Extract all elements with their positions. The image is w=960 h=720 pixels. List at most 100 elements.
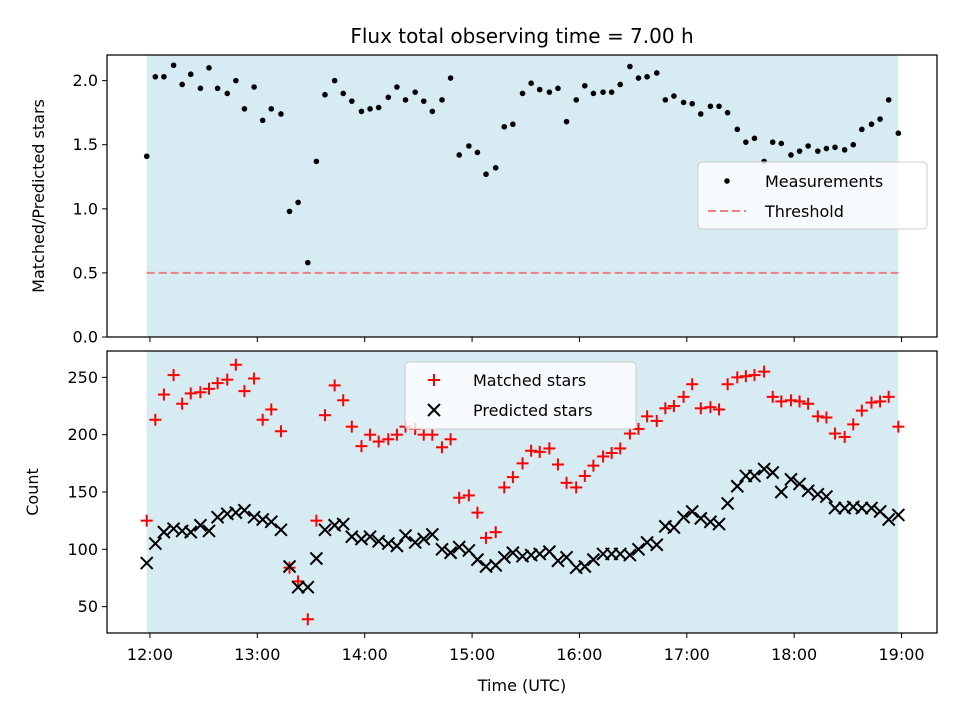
predicted-star-point (497, 550, 511, 565)
matched-star-point (301, 613, 314, 626)
matched-star-point (390, 428, 403, 441)
matched-star-point (498, 481, 511, 494)
measurement-point (823, 145, 830, 152)
predicted-star-point (551, 554, 565, 568)
measurement-point (662, 97, 669, 103)
measurement-point (224, 90, 231, 97)
matched-star-point (704, 401, 717, 414)
measurement-point (466, 143, 472, 149)
predicted-star-point (398, 528, 413, 543)
predicted-star-point (712, 517, 726, 531)
ratio-legend: Measurements Threshold (697, 161, 928, 230)
predicted-star-point (730, 479, 744, 493)
measurement-point (743, 139, 749, 145)
measurement-point (859, 126, 865, 133)
matched-star-point (480, 531, 493, 544)
matched-star-point (328, 379, 341, 392)
matched-star-point (506, 471, 519, 484)
predicted-star-point (470, 552, 485, 567)
matched-star-point (739, 370, 752, 383)
legend-marker-predicted-stars (427, 403, 441, 417)
ratio-y-axis-label: Matched/Predicted stars (29, 99, 48, 293)
predicted-star-point (390, 539, 404, 553)
y-tick-label: 50 (78, 597, 98, 616)
y-tick-label: 100 (67, 540, 98, 559)
measurement-point (885, 97, 892, 103)
measurement-point (187, 71, 194, 78)
measurement-point (627, 63, 633, 70)
measurement-point (707, 103, 714, 110)
measurement-point (402, 97, 409, 103)
predicted-star-point (720, 496, 735, 511)
ratio-panel: 0.00.51.01.52.0 Matched/Predicted stars … (29, 54, 938, 347)
matched-star-point (847, 418, 860, 431)
matched-star-point (157, 388, 170, 401)
measurement-point (492, 165, 499, 171)
measurement-point (644, 73, 650, 80)
predicted-star-point (282, 559, 297, 574)
predicted-star-point (264, 515, 278, 529)
measurement-point (331, 77, 338, 84)
matched-star-point (855, 404, 868, 417)
measurement-point (322, 91, 328, 98)
measurement-point (590, 90, 597, 97)
predicted-star-point (578, 559, 592, 574)
measurement-point (895, 130, 902, 136)
chart-title: Flux total observing time = 7.00 h (350, 24, 693, 48)
x-axis-label: Time (UTC) (477, 676, 566, 695)
matched-star-point (820, 411, 833, 424)
measurement-point (555, 85, 561, 92)
measurement-point (233, 77, 239, 84)
count-y-axis: 50 100 150 200 250 (67, 368, 107, 616)
predicted-star-point (685, 504, 699, 519)
measurement-point (751, 135, 758, 142)
measurement-point (815, 148, 821, 154)
matched-star-point (551, 458, 564, 471)
predicted-star-point (757, 462, 771, 476)
predicted-star-point (435, 542, 449, 557)
measurement-point (680, 99, 687, 106)
predicted-star-point (247, 510, 261, 524)
measurement-point (483, 171, 489, 178)
matched-star-point (436, 441, 449, 454)
predicted-star-point (148, 536, 163, 551)
matched-star-point (167, 369, 180, 382)
measurement-point (600, 89, 606, 95)
y-tick-label: 250 (67, 368, 98, 387)
measurement-point (850, 141, 857, 148)
matched-star-point (623, 427, 636, 440)
matched-star-point (748, 369, 761, 382)
matched-star-point (838, 430, 851, 443)
measurement-point (206, 65, 212, 71)
measurement-point (456, 152, 462, 158)
predicted-star-point (792, 477, 807, 491)
measurement-point (573, 97, 580, 103)
predicted-star-point (140, 556, 154, 570)
matched-star-point (793, 395, 806, 408)
y-tick-label: 150 (67, 483, 98, 502)
measurement-point (367, 106, 373, 112)
predicted-star-point (309, 551, 324, 566)
predicted-star-point (703, 515, 718, 529)
matched-star-point (516, 457, 529, 470)
predicted-star-point (274, 523, 288, 537)
predicted-star-point (855, 501, 869, 515)
predicted-star-point (229, 505, 243, 520)
matched-star-point (248, 372, 261, 385)
matched-star-point (221, 373, 234, 386)
predicted-star-point (631, 542, 646, 557)
matched-star-point (686, 378, 699, 391)
measurement-point (286, 208, 293, 215)
measurement-point (340, 90, 347, 97)
measurement-point (608, 89, 615, 95)
predicted-star-point (237, 503, 252, 518)
matched-star-point (578, 469, 591, 482)
predicted-star-point (443, 546, 458, 560)
predicted-star-point (425, 527, 440, 542)
measurement-point (617, 81, 624, 88)
legend-label-threshold: Threshold (764, 202, 844, 221)
measurement-point (278, 111, 284, 117)
matched-star-point (650, 414, 663, 427)
y-tick-label: 200 (67, 425, 98, 444)
